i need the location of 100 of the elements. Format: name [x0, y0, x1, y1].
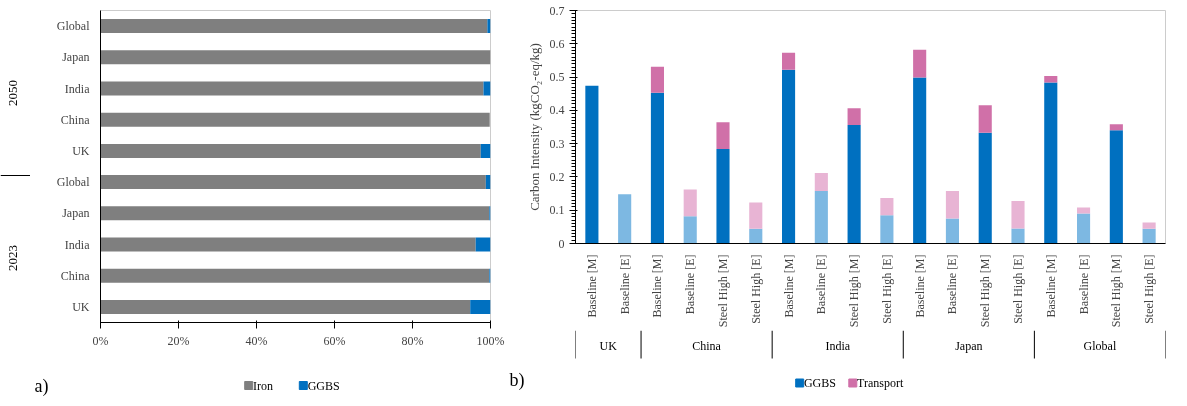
bar — [100, 268, 490, 283]
x-tick-label: Baseline [E] — [683, 254, 698, 315]
bar — [650, 92, 664, 244]
bar — [1044, 76, 1058, 83]
y-tick-label: UK — [72, 143, 90, 158]
bar — [1109, 124, 1123, 131]
bar — [1077, 207, 1091, 214]
y-tick-label: 0.1 — [549, 203, 565, 218]
bar — [100, 50, 491, 65]
bar — [945, 218, 959, 244]
text: 2023 — [4, 245, 20, 271]
text: China — [692, 338, 722, 353]
bar — [1011, 228, 1025, 244]
bar — [880, 197, 894, 216]
bar — [475, 237, 491, 252]
bar — [782, 69, 796, 244]
x-tick-label: Steel High [E] — [1011, 254, 1025, 324]
x-tick-label: Steel High [M] — [847, 254, 862, 328]
x-tick-label: Steel High [M] — [978, 254, 993, 328]
y-tick-label: Global — [56, 175, 91, 190]
y-tick-label: Japan — [62, 50, 90, 65]
legend-label: Iron — [253, 378, 274, 393]
bar — [487, 19, 491, 34]
bar — [1077, 213, 1091, 244]
x-tick-label: 0% — [92, 333, 109, 348]
y-tick-label: 0.3 — [549, 136, 565, 151]
bar — [814, 190, 828, 244]
bar — [847, 125, 861, 244]
bar — [749, 202, 763, 229]
x-tick-label: Steel High [E] — [879, 254, 894, 324]
x-tick-label: Baseline [M] — [912, 254, 927, 318]
bar — [978, 105, 992, 133]
bar — [1142, 228, 1156, 244]
bar — [100, 81, 484, 96]
x-tick-label: Baseline [M] — [1043, 254, 1058, 318]
x-tick-label: Baseline [E] — [1076, 254, 1091, 315]
x-tick-label: Baseline [E] — [814, 254, 829, 315]
bar — [913, 49, 927, 78]
y-tick-label: India — [64, 81, 91, 96]
bar — [650, 66, 664, 93]
x-tick-label: 80% — [401, 333, 424, 348]
y-tick-label: India — [64, 237, 91, 252]
x-tick-label: 40% — [245, 333, 268, 348]
y-tick-label: 0.2 — [549, 169, 565, 184]
legend-label: GGBS — [307, 378, 340, 393]
bar — [585, 85, 599, 244]
bar — [100, 143, 481, 158]
x-tick-label: Steel High [M] — [1109, 254, 1124, 328]
bar — [945, 190, 959, 219]
bar — [100, 206, 490, 221]
bar — [480, 143, 491, 158]
y-tick-label: China — [60, 268, 91, 283]
y-tick-label: 0.6 — [549, 36, 565, 51]
y-tick-label: Japan — [62, 206, 90, 221]
x-tick-label: 20% — [167, 333, 190, 348]
text: b) — [509, 369, 525, 391]
bar — [749, 228, 763, 244]
bar — [618, 194, 632, 244]
bar — [470, 299, 491, 314]
y-tick-label: 0.4 — [549, 103, 565, 118]
text: Japan — [955, 338, 983, 353]
x-tick-label: Steel High [E] — [1142, 254, 1157, 324]
text: Global — [1083, 338, 1117, 353]
x-tick-label: Baseline [M] — [584, 254, 599, 318]
legend-label: Transport — [857, 376, 904, 390]
bar — [683, 216, 697, 244]
text: UK — [599, 338, 618, 353]
x-tick-label: Steel High [M] — [716, 254, 730, 328]
x-tick-label: Baseline [M] — [781, 254, 796, 318]
bar — [1011, 200, 1025, 229]
y-tick-label: 0.7 — [549, 3, 565, 18]
text: India — [825, 338, 851, 353]
y-tick-label: 0.5 — [549, 70, 565, 85]
bar — [716, 148, 730, 244]
x-tick-label: Baseline [M] — [650, 254, 665, 318]
bar — [1142, 222, 1156, 229]
y-tick-label: Global — [56, 19, 91, 34]
bar — [100, 175, 486, 190]
bar — [483, 81, 491, 96]
bar — [1044, 82, 1058, 244]
y-axis-title: Carbon Intensity (kgCO₂-eq/kg) — [526, 43, 542, 211]
bar — [100, 19, 488, 34]
legend-label: GGBS — [803, 376, 836, 390]
bar — [100, 237, 476, 252]
x-tick-label: Baseline [E] — [617, 254, 632, 315]
bar — [1109, 130, 1123, 244]
bar — [683, 189, 697, 217]
text: a) — [34, 375, 49, 397]
bar — [880, 215, 894, 244]
x-tick-label: Baseline [E] — [945, 254, 960, 315]
bar — [978, 132, 992, 244]
bar — [814, 172, 828, 191]
text: 2050 — [4, 80, 20, 106]
y-tick-label: China — [60, 112, 91, 127]
x-tick-label: 100% — [476, 333, 505, 348]
bar — [913, 77, 927, 244]
x-tick-label: 60% — [323, 333, 346, 348]
bar — [847, 108, 861, 125]
y-tick-label: UK — [72, 299, 90, 314]
bar — [100, 112, 490, 127]
